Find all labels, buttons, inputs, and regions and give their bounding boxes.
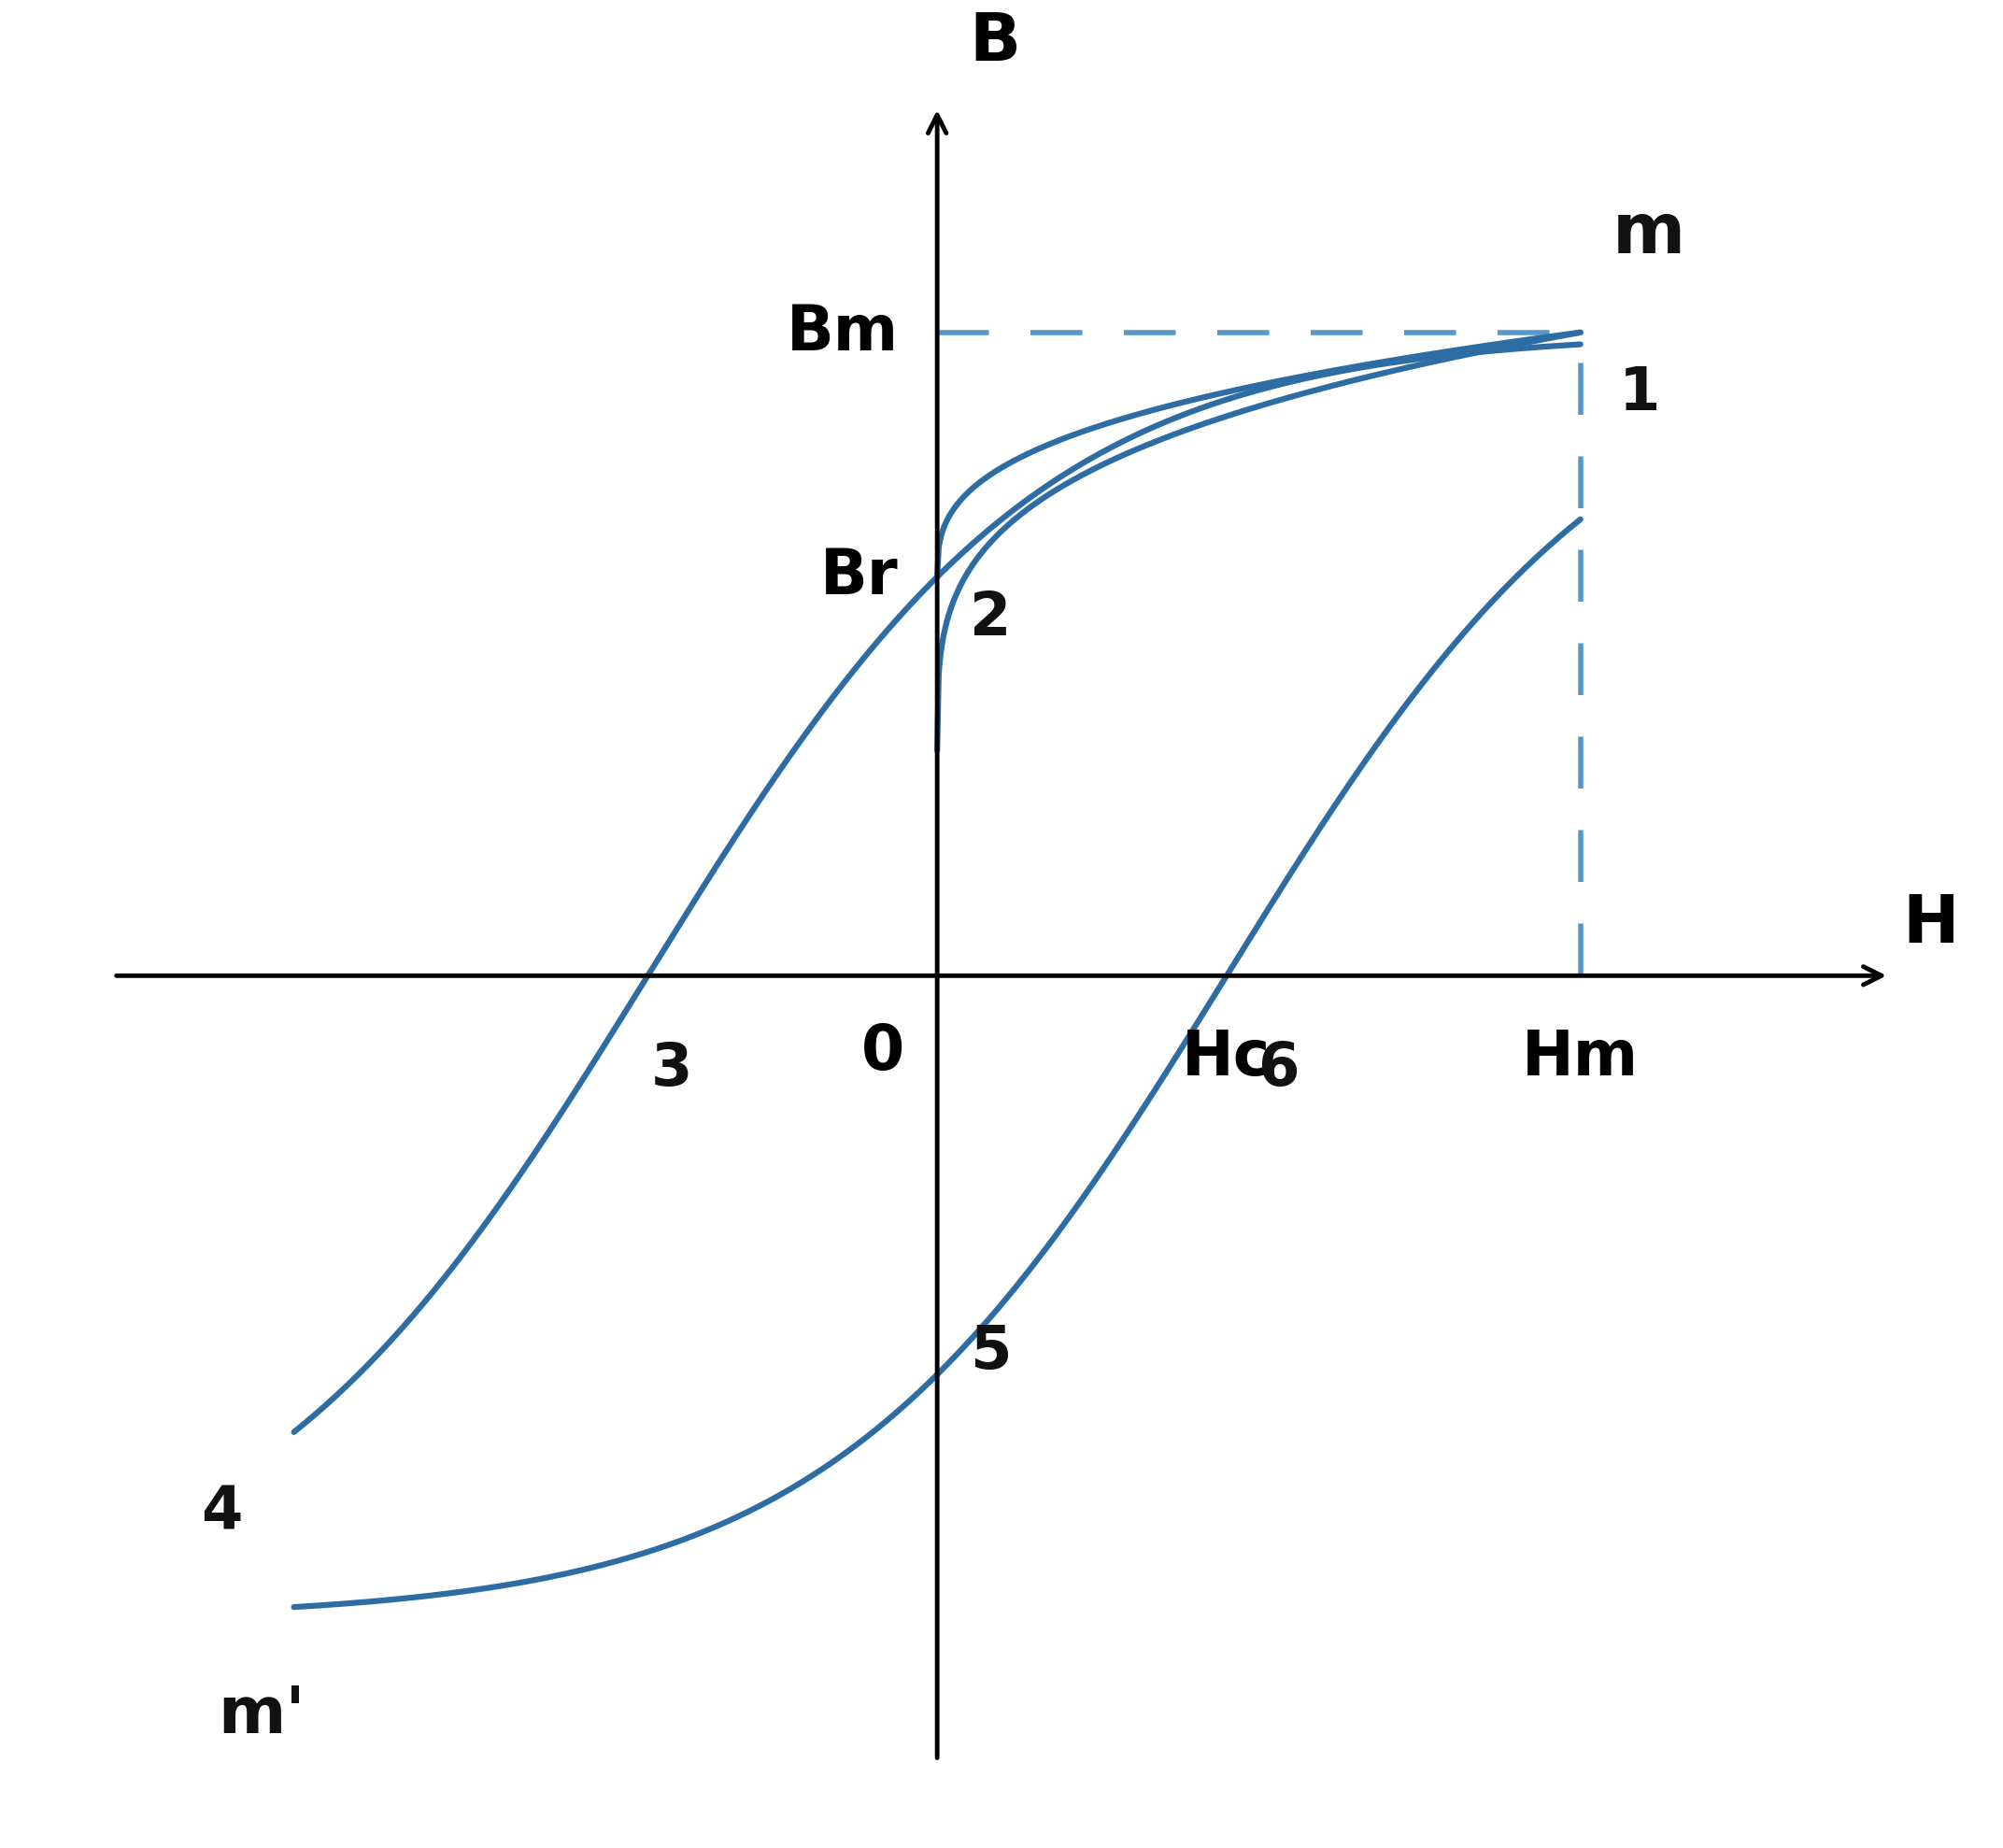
Text: 2: 2 <box>969 590 1012 647</box>
Text: H: H <box>1903 893 1959 957</box>
Text: Hc: Hc <box>1182 1027 1272 1088</box>
Text: 4: 4 <box>200 1484 242 1541</box>
Text: 5: 5 <box>969 1323 1012 1380</box>
Text: B: B <box>969 11 1022 76</box>
Text: 0: 0 <box>861 1020 905 1083</box>
Text: 6: 6 <box>1258 1040 1300 1098</box>
Text: 1: 1 <box>1618 364 1660 423</box>
Text: Bm: Bm <box>787 301 899 364</box>
Text: Br: Br <box>821 545 899 608</box>
Text: m: m <box>1612 200 1687 268</box>
Text: Hm: Hm <box>1522 1027 1638 1088</box>
Text: m': m' <box>218 1684 306 1746</box>
Text: 3: 3 <box>651 1040 693 1098</box>
